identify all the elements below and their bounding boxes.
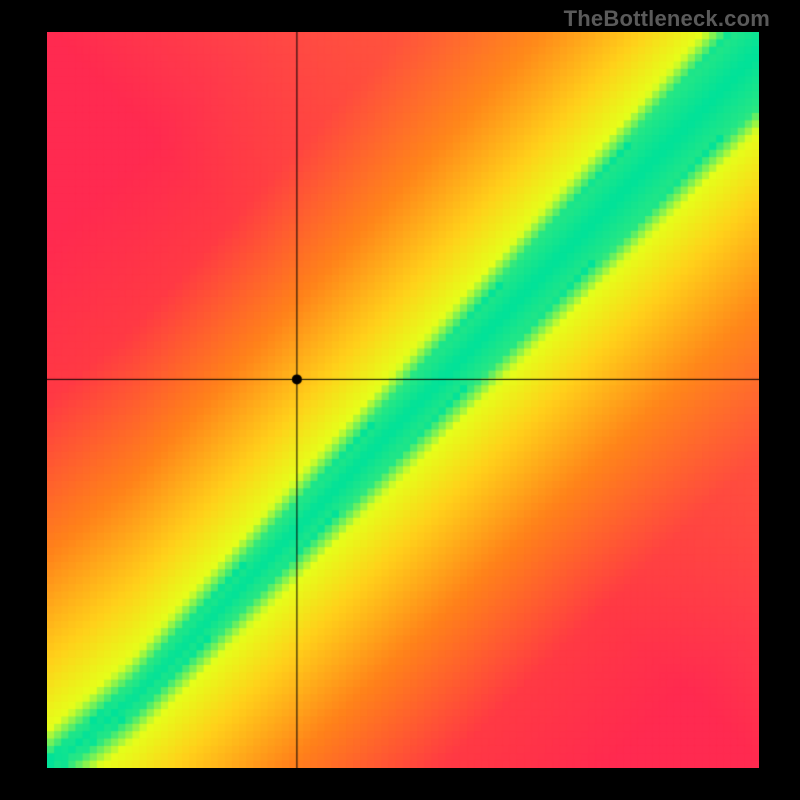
bottleneck-heatmap bbox=[47, 32, 759, 768]
watermark-text: TheBottleneck.com bbox=[564, 6, 770, 32]
